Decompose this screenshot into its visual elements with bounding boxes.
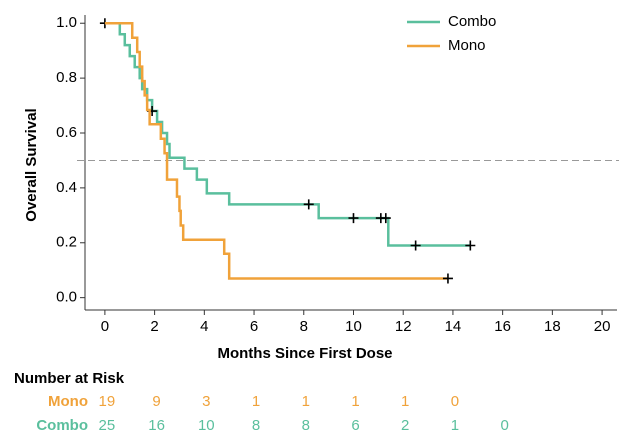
risk-count: 6 xyxy=(351,417,359,434)
risk-table-title: Number at Risk xyxy=(14,370,125,387)
x-tick-label: 16 xyxy=(494,318,511,335)
risk-count: 1 xyxy=(351,393,359,410)
legend-label: Combo xyxy=(448,13,496,30)
risk-count: 0 xyxy=(500,417,508,434)
risk-count: 1 xyxy=(451,417,459,434)
censor-mark xyxy=(348,213,359,224)
risk-count: 2 xyxy=(401,417,409,434)
y-tick-label: 0.0 xyxy=(56,289,77,306)
y-axis-label: Overall Survival xyxy=(23,108,40,221)
x-tick-label: 2 xyxy=(150,318,158,335)
survival-curve xyxy=(104,21,471,247)
y-tick-label: 0.4 xyxy=(56,179,77,196)
risk-count: 9 xyxy=(152,393,160,410)
censor-mark xyxy=(442,273,453,284)
y-tick-label: 1.0 xyxy=(56,14,77,31)
risk-count: 10 xyxy=(198,417,215,434)
y-tick-label: 0.8 xyxy=(56,69,77,86)
survival-curve xyxy=(104,21,448,280)
risk-count: 3 xyxy=(202,393,210,410)
risk-count: 8 xyxy=(252,417,260,434)
x-tick-label: 6 xyxy=(250,318,258,335)
x-tick-label: 0 xyxy=(101,318,109,335)
censor-mark xyxy=(380,213,391,224)
x-tick-label: 18 xyxy=(544,318,561,335)
legend-label: Mono xyxy=(448,37,486,54)
risk-count: 16 xyxy=(148,417,165,434)
risk-row-label: Mono xyxy=(48,393,88,410)
risk-count: 1 xyxy=(252,393,260,410)
y-tick-label: 0.6 xyxy=(56,124,77,141)
x-tick-label: 14 xyxy=(445,318,462,335)
x-tick-label: 20 xyxy=(594,318,611,335)
risk-count: 25 xyxy=(99,417,116,434)
x-axis-label: Months Since First Dose xyxy=(217,345,392,362)
risk-count: 1 xyxy=(302,393,310,410)
x-tick-label: 8 xyxy=(300,318,308,335)
risk-count: 8 xyxy=(302,417,310,434)
censor-mark xyxy=(410,240,421,251)
x-tick-label: 12 xyxy=(395,318,412,335)
x-tick-label: 4 xyxy=(200,318,208,335)
risk-count: 0 xyxy=(451,393,459,410)
risk-row-label: Combo xyxy=(36,417,88,434)
risk-count: 1 xyxy=(401,393,409,410)
censor-mark xyxy=(465,240,476,251)
risk-count: 19 xyxy=(99,393,116,410)
x-tick-label: 10 xyxy=(345,318,362,335)
censor-mark xyxy=(303,199,314,210)
y-tick-label: 0.2 xyxy=(56,234,77,251)
